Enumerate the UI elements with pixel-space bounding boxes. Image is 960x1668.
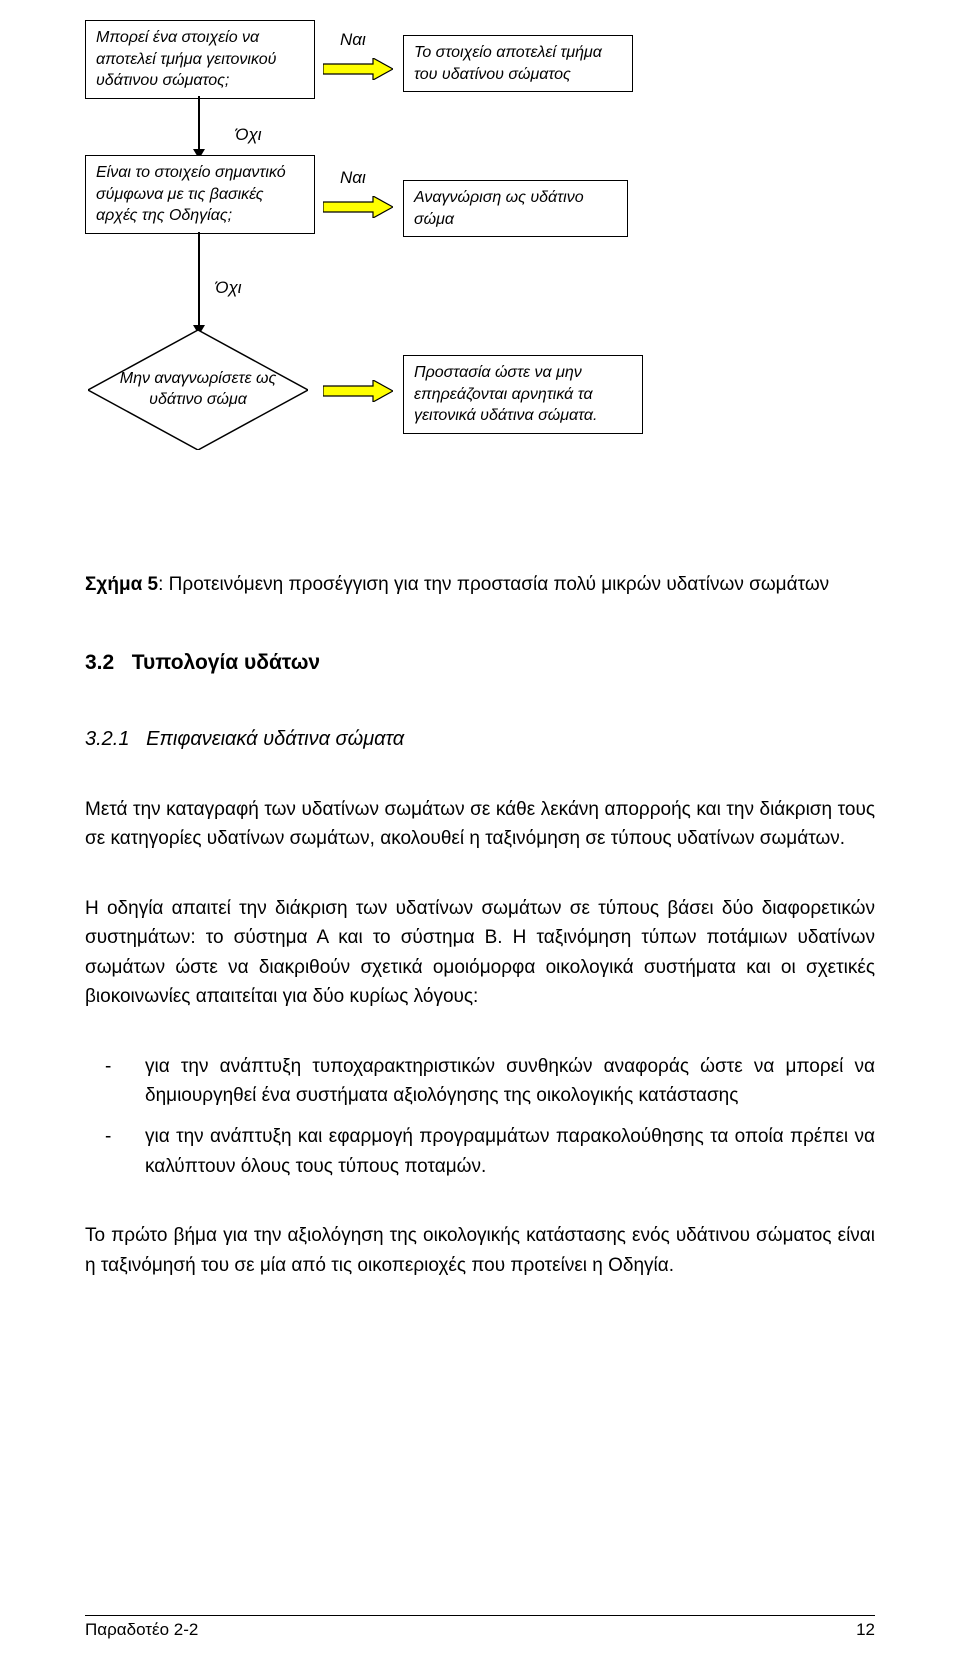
list-item: για την ανάπτυξη τυποχαρακτηριστικών συν…: [145, 1052, 875, 1111]
footer-left: Παραδοτέο 2-2: [85, 1620, 198, 1640]
subsection-heading: 3.2.1 Επιφανειακά υδάτινα σώματα: [85, 724, 875, 755]
flow-line-v2: [198, 232, 200, 328]
flow-label-yes1: Ναι: [340, 30, 366, 50]
flow-arrow-diamond: [323, 380, 393, 402]
flow-line-v1: [198, 96, 200, 152]
flow-arrow-yes2: [323, 196, 393, 218]
page-footer: Παραδοτέο 2-2 12: [85, 1615, 875, 1640]
flow-box-q1: Μπορεί ένα στοιχείο να αποτελεί τμήμα γε…: [85, 20, 315, 99]
flow-box-r3-text: Προστασία ώστε να μην επηρεάζονται αρνητ…: [414, 364, 597, 424]
paragraph-1: Μετά την καταγραφή των υδατίνων σωμάτων …: [85, 795, 875, 854]
flow-box-r2: Αναγνώριση ως υδάτινο σώμα: [403, 180, 628, 237]
caption-text: : Προτεινόμενη προσέγγιση για την προστα…: [158, 574, 829, 595]
flow-box-q2: Είναι το στοιχείο σημαντικό σύμφωνα με τ…: [85, 155, 315, 234]
section-title: Τυπολογία υδάτων: [132, 651, 320, 674]
bullet-list: για την ανάπτυξη τυποχαρακτηριστικών συν…: [85, 1052, 875, 1182]
footer-page-number: 12: [856, 1620, 875, 1640]
section-heading: 3.2 Τυπολογία υδάτων: [85, 647, 875, 680]
list-item: για την ανάπτυξη και εφαρμογή προγραμμάτ…: [145, 1122, 875, 1181]
flow-box-r3: Προστασία ώστε να μην επηρεάζονται αρνητ…: [403, 355, 643, 434]
subsection-title: Επιφανειακά υδάτινα σώματα: [146, 728, 404, 750]
flow-label-no1: Όχι: [235, 125, 262, 145]
flow-label-no2: Όχι: [215, 278, 242, 298]
flowchart-diagram: Μπορεί ένα στοιχείο να αποτελεί τμήμα γε…: [85, 20, 875, 540]
flow-arrow-yes1: [323, 58, 393, 80]
flow-box-r2-text: Αναγνώριση ως υδάτινο σώμα: [414, 189, 584, 228]
section-number: 3.2: [85, 651, 114, 674]
figure-caption: Σχήμα 5: Προτεινόμενη προσέγγιση για την…: [85, 570, 875, 599]
flow-box-r1-text: Το στοιχείο αποτελεί τμήμα του υδατίνου …: [414, 44, 602, 83]
flow-label-yes2: Ναι: [340, 168, 366, 188]
paragraph-2: Η οδηγία απαιτεί την διάκριση των υδατίν…: [85, 894, 875, 1012]
caption-label: Σχήμα 5: [85, 574, 158, 595]
flow-diamond: Μην αναγνωρίσετε ως υδάτινο σώμα: [88, 330, 308, 450]
flow-box-q2-text: Είναι το στοιχείο σημαντικό σύμφωνα με τ…: [96, 164, 286, 224]
flow-box-r1: Το στοιχείο αποτελεί τμήμα του υδατίνου …: [403, 35, 633, 92]
subsection-number: 3.2.1: [85, 728, 129, 750]
flow-box-q1-text: Μπορεί ένα στοιχείο να αποτελεί τμήμα γε…: [96, 29, 276, 89]
paragraph-3: Το πρώτο βήμα για την αξιολόγηση της οικ…: [85, 1221, 875, 1280]
flow-diamond-text: Μην αναγνωρίσετε ως υδάτινο σώμα: [108, 369, 288, 411]
